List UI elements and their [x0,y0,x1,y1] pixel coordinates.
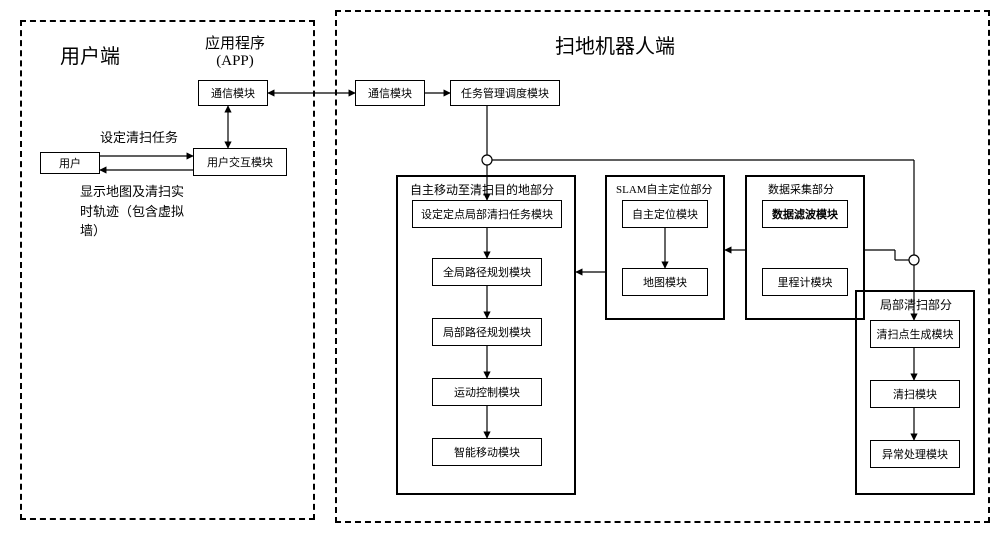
task-mgr-module: 任务管理调度模块 [450,80,560,106]
clean-group-title-suffix: 部分 [928,298,952,312]
exception-module: 异常处理模块 [870,440,960,468]
self-loc-module: 自主定位模块 [622,200,708,228]
edge-bottom-line1: 显示地图及清扫实 [80,184,184,199]
edge-set-task: 设定清扫任务 [100,128,178,148]
move-group-title: 自主移动至清扫目的地部分 [410,181,554,198]
local-plan-module: 局部路径规划模块 [432,318,542,346]
set-local-task-module: 设定定点局部清扫任务模块 [412,200,562,228]
slam-group-title: SLAM自主定位部分 [616,181,713,197]
motion-ctrl-module: 运动控制模块 [432,378,542,406]
app-label-line1: 应用程序 [205,36,265,52]
odometer-module: 里程计模块 [762,268,848,296]
client-zone [20,20,315,520]
gen-point-module: 清扫点生成模块 [870,320,960,348]
data-group-title: 数据采集部分 [768,181,834,197]
user-box: 用户 [40,152,100,174]
global-plan-module: 全局路径规划模块 [432,258,542,286]
data-filter-module: 数据滤波模块 [762,200,848,228]
robot-comm-module: 通信模块 [355,80,425,106]
ui-module: 用户交互模块 [193,148,287,176]
edge-bottom-line2: 时轨迹（包含虚拟 [80,204,184,219]
app-label-line2: (APP) [216,53,254,69]
clean-group-title-prefix: 局部清扫 [880,298,928,312]
edge-bottom-line3: 墙） [80,223,106,238]
client-zone-title: 用户端 [60,40,120,69]
client-comm-module: 通信模块 [198,80,268,106]
smart-move-module: 智能移动模块 [432,438,542,466]
robot-zone-title: 扫地机器人端 [555,30,675,59]
clean-group-title: 局部清扫部分 [880,296,952,313]
edge-display-map: 显示地图及清扫实 时轨迹（包含虚拟 墙） [80,182,184,241]
map-module: 地图模块 [622,268,708,296]
clean-module: 清扫模块 [870,380,960,408]
app-label: 应用程序 (APP) [205,32,265,70]
